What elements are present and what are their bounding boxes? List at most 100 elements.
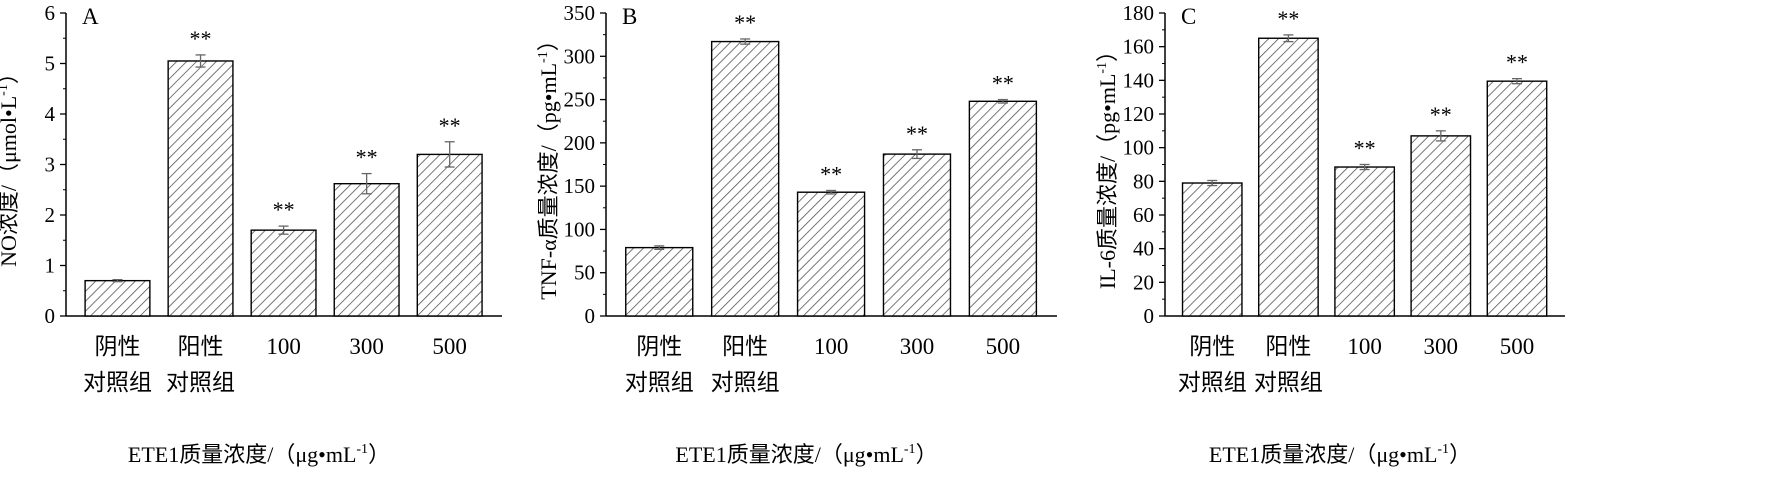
y-tick-label: 2 bbox=[45, 203, 56, 227]
y-tick-label: 160 bbox=[1123, 35, 1155, 59]
y-tick-label: 80 bbox=[1133, 169, 1154, 193]
y-axis-title-end: ） bbox=[1095, 40, 1120, 62]
x-axis-title: ETE1质量浓度/（μg•mL-1） bbox=[675, 442, 937, 467]
y-tick-label: 140 bbox=[1123, 68, 1155, 92]
y-tick-label: 100 bbox=[564, 217, 596, 241]
x-tick-label: 300 bbox=[1424, 334, 1459, 359]
bar bbox=[1334, 166, 1396, 317]
bar bbox=[796, 191, 866, 317]
x-tick-label: 300 bbox=[349, 334, 384, 359]
y-tick-label: 4 bbox=[45, 102, 56, 126]
x-axis-title-superscript: -1 bbox=[1437, 442, 1449, 457]
y-tick-label: 6 bbox=[45, 1, 56, 25]
x-axis-title-end: ） bbox=[916, 442, 938, 467]
x-tick-label: 100 bbox=[266, 334, 301, 359]
x-tick-label: 对照组 bbox=[166, 370, 235, 395]
significance-label: ** bbox=[1430, 102, 1452, 127]
y-tick-label: 100 bbox=[1123, 136, 1155, 160]
significance-label: ** bbox=[1506, 50, 1528, 75]
bar bbox=[1486, 80, 1548, 317]
x-tick-label: 500 bbox=[986, 334, 1021, 359]
y-axis-title-main: IL-6质量浓度/（pg•mL bbox=[1095, 74, 1120, 289]
y-tick-label: 0 bbox=[1144, 304, 1155, 328]
x-axis-title-superscript: -1 bbox=[904, 442, 916, 457]
bar bbox=[1258, 37, 1319, 317]
x-axis-title-main: ETE1质量浓度/（μg•mL bbox=[1209, 442, 1437, 467]
y-axis-title-superscript: -1 bbox=[536, 51, 551, 63]
x-tick-label: 阴性 bbox=[1189, 334, 1235, 359]
x-axis-title: ETE1质量浓度/（μg•mL-1） bbox=[128, 442, 390, 467]
y-tick-label: 180 bbox=[1123, 1, 1155, 25]
panel-label: C bbox=[1181, 4, 1196, 29]
x-axis-title-superscript: -1 bbox=[356, 442, 368, 457]
significance-label: ** bbox=[1354, 136, 1376, 161]
y-tick-label: 3 bbox=[45, 153, 56, 177]
significance-label: ** bbox=[820, 161, 842, 186]
y-tick-label: 120 bbox=[1123, 102, 1155, 126]
x-tick-label: 阳性 bbox=[1265, 334, 1311, 359]
significance-label: ** bbox=[906, 121, 928, 146]
significance-label: ** bbox=[734, 10, 756, 35]
x-axis-title: ETE1质量浓度/（μg•mL-1） bbox=[1209, 442, 1471, 467]
x-axis-title-main: ETE1质量浓度/（μg•mL bbox=[128, 442, 356, 467]
bar bbox=[416, 153, 483, 317]
y-axis-title-end: ） bbox=[536, 29, 561, 51]
panel-label: A bbox=[82, 4, 99, 29]
x-tick-label: 对照组 bbox=[1254, 370, 1323, 395]
y-axis-title: IL-6质量浓度/（pg•mL-1） bbox=[1095, 40, 1120, 289]
x-tick-label: 对照组 bbox=[711, 370, 780, 395]
y-tick-label: 300 bbox=[564, 44, 596, 68]
bar bbox=[1410, 135, 1472, 317]
y-axis-title-end: ） bbox=[0, 62, 21, 84]
x-tick-label: 100 bbox=[1347, 334, 1382, 359]
x-tick-label: 阳性 bbox=[178, 334, 224, 359]
y-tick-label: 20 bbox=[1133, 270, 1154, 294]
bar bbox=[968, 100, 1038, 317]
bar bbox=[710, 40, 780, 317]
y-tick-label: 0 bbox=[45, 304, 56, 328]
y-tick-label: 150 bbox=[564, 174, 596, 198]
bar bbox=[882, 153, 952, 317]
bar bbox=[250, 229, 317, 317]
significance-label: ** bbox=[439, 113, 461, 138]
y-tick-label: 50 bbox=[574, 261, 595, 285]
significance-label: ** bbox=[273, 197, 295, 222]
x-axis-title-end: ） bbox=[368, 442, 390, 467]
y-axis-title-main: TNF-α质量浓度/（pg•mL bbox=[536, 63, 561, 300]
bar bbox=[84, 279, 151, 317]
y-tick-label: 40 bbox=[1133, 237, 1154, 261]
significance-label: ** bbox=[992, 71, 1014, 96]
y-tick-label: 200 bbox=[564, 131, 596, 155]
x-tick-label: 对照组 bbox=[83, 370, 152, 395]
x-tick-label: 对照组 bbox=[1178, 370, 1247, 395]
y-axis-title-superscript: -1 bbox=[0, 84, 11, 96]
x-axis-title-main: ETE1质量浓度/（μg•mL bbox=[675, 442, 903, 467]
bar bbox=[333, 182, 400, 317]
panel-label: B bbox=[622, 4, 637, 29]
y-tick-label: 5 bbox=[45, 52, 56, 76]
x-tick-label: 100 bbox=[814, 334, 849, 359]
y-axis-title-superscript: -1 bbox=[1095, 62, 1110, 74]
x-tick-label: 阴性 bbox=[94, 334, 140, 359]
y-axis-title-main: NO浓度/（μmol•L bbox=[0, 96, 21, 267]
x-tick-label: 对照组 bbox=[625, 370, 694, 395]
y-tick-label: 350 bbox=[564, 1, 596, 25]
x-tick-label: 500 bbox=[1500, 334, 1535, 359]
y-tick-label: 1 bbox=[45, 254, 56, 278]
significance-label: ** bbox=[190, 26, 212, 51]
x-tick-label: 阳性 bbox=[722, 334, 768, 359]
y-tick-label: 60 bbox=[1133, 203, 1154, 227]
bar bbox=[1181, 182, 1243, 317]
bar bbox=[167, 60, 234, 317]
x-tick-label: 500 bbox=[432, 334, 467, 359]
x-axis-title-end: ） bbox=[1449, 442, 1471, 467]
y-tick-label: 250 bbox=[564, 88, 596, 112]
y-axis-title: NO浓度/（μmol•L-1） bbox=[0, 62, 21, 267]
y-tick-label: 0 bbox=[585, 304, 596, 328]
significance-label: ** bbox=[356, 145, 378, 170]
y-axis-title: TNF-α质量浓度/（pg•mL-1） bbox=[536, 29, 561, 299]
